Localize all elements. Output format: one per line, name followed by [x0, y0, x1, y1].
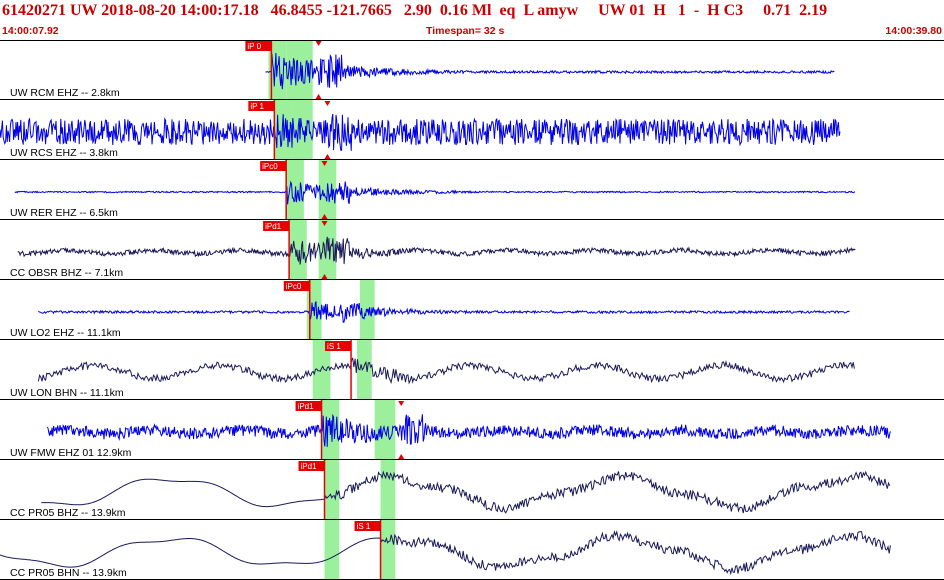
- waveform-trace: [37, 356, 855, 385]
- trace-panel: iPd1 CC OBSR BHZ -- 7.1km: [0, 220, 944, 280]
- s-arrival-marker: [324, 101, 331, 106]
- waveform-trace: [46, 413, 891, 447]
- pick-label-box: [263, 221, 290, 231]
- pick-window: [312, 340, 331, 400]
- waveform-trace: [41, 470, 891, 514]
- pick-window: [324, 520, 340, 580]
- pick-window: [356, 340, 372, 400]
- station-label: CC OBSR BHZ -- 7.1km: [10, 267, 123, 279]
- pick-label-box: [248, 101, 275, 111]
- pick-window: [380, 460, 396, 520]
- pick-label: iS 1: [327, 342, 341, 351]
- pick-label: iPc0: [286, 282, 302, 291]
- waveform-trace: [0, 113, 841, 151]
- station-label: UW LO2 EHZ -- 11.1km: [10, 327, 121, 339]
- pick-label: iP 1: [250, 102, 264, 111]
- pick-window: [380, 520, 396, 580]
- pick-label-box: [295, 401, 322, 411]
- seismogram-plot: iP 0 UW RCM EHZ -- 2.8km iP 1 UW RCS EHZ --…: [0, 40, 944, 580]
- event-title: 61420271 UW 2018-08-20 14:00:17.18 46.84…: [2, 2, 828, 19]
- pick-window: [324, 460, 340, 520]
- pick-window: [318, 220, 337, 280]
- pick-label: iPc0: [262, 162, 278, 171]
- trace-panels: iP 0 UW RCM EHZ -- 2.8km iP 1 UW RCS EHZ --…: [0, 40, 944, 580]
- s-arrival-marker: [398, 454, 405, 459]
- pick-label: iS 1: [357, 522, 371, 531]
- start-time-label: 14:00:07.92: [2, 25, 59, 37]
- end-time-label: 14:00:39.80: [885, 25, 942, 37]
- s-arrival-marker: [398, 401, 405, 406]
- waveform-trace: [17, 236, 856, 265]
- waveform-trace: [38, 301, 850, 323]
- trace-panel: iPd1 UW FMW EHZ 01 12.9km: [0, 400, 944, 460]
- trace-panel: iP 1 UW RCS EHZ -- 3.8km: [0, 100, 944, 160]
- pick-label-box: [283, 281, 310, 291]
- station-label: UW RER EHZ -- 6.5km: [10, 207, 118, 219]
- pick-label-box: [260, 161, 287, 171]
- pick-label-box: [245, 41, 272, 51]
- s-arrival-marker: [315, 94, 322, 99]
- timespan-label: Timespan= 32 s: [426, 25, 505, 37]
- s-arrival-marker: [324, 154, 331, 159]
- s-arrival-marker: [321, 161, 328, 166]
- s-arrival-marker: [315, 41, 322, 46]
- trace-panel: iS 1 UW LON BHN -- 11.1km: [0, 340, 944, 400]
- pick-label-box: [325, 341, 352, 351]
- pick-label: iPd1: [298, 402, 315, 411]
- station-label: UW RCS EHZ -- 3.8km: [10, 147, 118, 159]
- station-label: UW LON BHN -- 11.1km: [10, 387, 124, 399]
- trace-panel: iPc0 UW RER EHZ -- 6.5km: [0, 160, 944, 220]
- pick-window: [289, 220, 307, 280]
- station-label: CC PR05 BHZ -- 13.9km: [10, 507, 126, 519]
- pick-label: iPd1: [265, 222, 282, 231]
- pick-label: iP 0: [247, 42, 261, 51]
- pick-label: iPd1: [301, 462, 318, 471]
- s-arrival-marker: [321, 274, 328, 279]
- waveform-trace: [265, 52, 835, 90]
- trace-panel: iP 0 UW RCM EHZ -- 2.8km: [0, 40, 944, 100]
- s-arrival-marker: [321, 221, 328, 226]
- station-label: UW RCM EHZ -- 2.8km: [10, 87, 120, 99]
- station-label: UW FMW EHZ 01 12.9km: [10, 447, 132, 459]
- pick-label-box: [298, 461, 325, 471]
- trace-panel: iPd1 CC PR05 BHZ -- 13.9km: [0, 460, 944, 520]
- trace-panel: iPc0 UW LO2 EHZ -- 11.1km: [0, 280, 944, 340]
- s-arrival-marker: [321, 214, 328, 219]
- event-header: 61420271 UW 2018-08-20 14:00:17.18 46.84…: [0, 0, 944, 40]
- waveform-trace: [14, 180, 856, 205]
- station-label: CC PR05 BHN -- 13.9km: [10, 567, 127, 579]
- pick-label-box: [354, 521, 381, 531]
- waveform-trace: [0, 530, 891, 576]
